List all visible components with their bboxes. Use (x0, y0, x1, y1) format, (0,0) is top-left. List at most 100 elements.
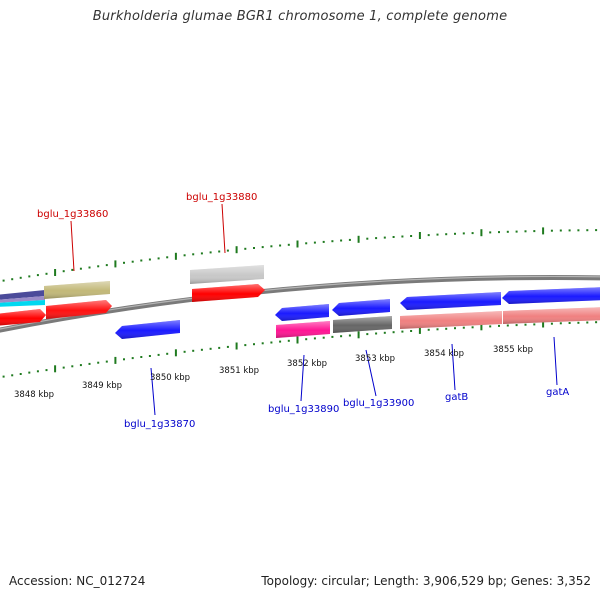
lower-scale-minor-tick (140, 356, 143, 358)
lower-scale-minor-tick (454, 327, 456, 330)
lower-scale-major-tick (114, 356, 117, 364)
upper-scale-minor-tick (45, 272, 48, 275)
gene-label-gatA[interactable]: gatA (546, 387, 569, 398)
upper-scale-minor-tick (209, 251, 212, 254)
upper-scale-minor-tick (305, 242, 308, 245)
lower-scale-minor-tick (410, 330, 413, 332)
lower-scale-minor-tick (348, 334, 351, 337)
lower-scale-minor-tick (340, 335, 343, 338)
lower-scale-minor-tick (427, 328, 430, 331)
upper-scale-minor-tick (97, 265, 100, 268)
lower-scale-minor-tick (45, 369, 48, 372)
lower-scale-minor-tick (568, 322, 571, 324)
gene-label-bglu_1g33860[interactable]: bglu_1g33860 (37, 209, 108, 220)
lower-scale-major-tick (174, 349, 177, 357)
upper-scale-minor-tick (192, 253, 195, 256)
upper-scale-minor-tick (586, 229, 589, 232)
lower-scale-minor-tick (279, 340, 282, 343)
gene-shade (333, 316, 392, 333)
gene-shade (192, 284, 265, 302)
upper-scale-minor-tick (454, 232, 456, 235)
upper-scale-minor-tick (533, 230, 536, 233)
lower-scale-minor-tick (559, 322, 562, 325)
gene-label-bglu_1g33890[interactable]: bglu_1g33890 (268, 404, 339, 415)
upper-scale-minor-tick (19, 276, 22, 279)
upper-scale-minor-tick (550, 229, 553, 232)
lower-scale-minor-tick (366, 333, 369, 336)
upper-scale-minor-tick (287, 243, 290, 246)
lower-scale-minor-tick (313, 337, 316, 340)
lower-scale-major-tick (418, 326, 421, 334)
upper-scale-minor-tick (524, 230, 527, 233)
upper-scale-minor-tick (392, 236, 395, 238)
upper-scale-minor-tick (157, 257, 160, 260)
upper-scale-minor-tick (105, 264, 108, 267)
upper-scale-minor-tick (36, 274, 39, 277)
lower-scale-minor-tick (322, 336, 325, 339)
upper-scale-major-tick (114, 260, 117, 268)
upper-scale-major-tick (418, 232, 421, 239)
lower-scale-major-tick (357, 331, 360, 339)
accession-text: Accession: NC_012724 (9, 574, 146, 588)
lower-scale-minor-tick (131, 357, 134, 360)
lower-scale-minor-tick (401, 330, 404, 333)
upper-scale-minor-tick (244, 247, 247, 250)
leader-line-bglu_1g33860 (70, 220, 75, 272)
lower-scale-minor-tick (2, 375, 5, 378)
upper-scale-minor-tick (595, 229, 598, 232)
upper-scale-major-tick (54, 269, 57, 276)
upper-scale-minor-tick (226, 249, 229, 252)
lower-scale-minor-tick (79, 364, 82, 367)
lower-scale-minor-tick (88, 362, 91, 365)
lower-scale-minor-tick (489, 325, 492, 328)
lower-scale-minor-tick (305, 338, 308, 341)
lower-scale-minor-tick (148, 355, 151, 357)
upper-scale-minor-tick (383, 236, 386, 239)
gene-shade (44, 281, 110, 299)
lower-scale-minor-tick (533, 323, 536, 326)
gene-shade (400, 311, 502, 329)
lower-scale-minor-tick (506, 324, 509, 327)
upper-scale-minor-tick (410, 235, 413, 237)
scale-label-3854: 3854 kbp (424, 349, 464, 359)
lower-scale-minor-tick (392, 331, 395, 334)
lower-scale-major-tick (480, 323, 483, 331)
upper-scale-minor-tick (401, 235, 404, 238)
tick-row-lower (2, 320, 598, 378)
upper-scale-minor-tick (270, 245, 273, 248)
upper-scale-minor-tick (131, 260, 134, 263)
gene-shade (275, 304, 329, 321)
upper-scale-minor-tick (200, 252, 203, 255)
upper-scale-minor-tick (140, 259, 143, 262)
lower-scale-minor-tick (244, 344, 247, 347)
gene-shade (0, 309, 46, 326)
lower-scale-minor-tick (123, 358, 125, 361)
upper-scale-minor-tick (471, 232, 474, 235)
upper-scale-minor-tick (279, 244, 282, 247)
lower-scale-minor-tick (183, 350, 186, 353)
gene-shade (46, 300, 112, 319)
scale-label-3853: 3853 kbp (355, 354, 395, 364)
gene-label-gatB[interactable]: gatB (445, 392, 468, 403)
lower-scale-minor-tick (270, 341, 273, 344)
gene-shade (400, 292, 501, 310)
lower-scale-major-tick (54, 365, 57, 373)
gene-label-bglu_1g33900[interactable]: bglu_1g33900 (343, 398, 414, 409)
gene-label-bglu_1g33870[interactable]: bglu_1g33870 (124, 419, 195, 430)
scale-label-3848: 3848 kbp (14, 390, 54, 400)
lower-scale-minor-tick (445, 327, 448, 330)
tick-row-upper (2, 227, 598, 282)
scale-label-3855: 3855 kbp (493, 345, 533, 355)
leader-line-bglu_1g33890 (300, 354, 305, 402)
lower-scale-minor-tick (166, 352, 169, 355)
upper-scale-minor-tick (322, 240, 325, 243)
gene-label-bglu_1g33880[interactable]: bglu_1g33880 (186, 192, 257, 203)
topology-text: Topology: circular; Length: 3,906,529 bp… (261, 574, 591, 588)
upper-scale-minor-tick (88, 266, 91, 269)
gene-shade (276, 321, 330, 338)
lower-scale-minor-tick (157, 353, 160, 356)
lower-scale-minor-tick (36, 370, 39, 373)
upper-scale-minor-tick (166, 256, 169, 259)
upper-scale-minor-tick (28, 275, 31, 278)
